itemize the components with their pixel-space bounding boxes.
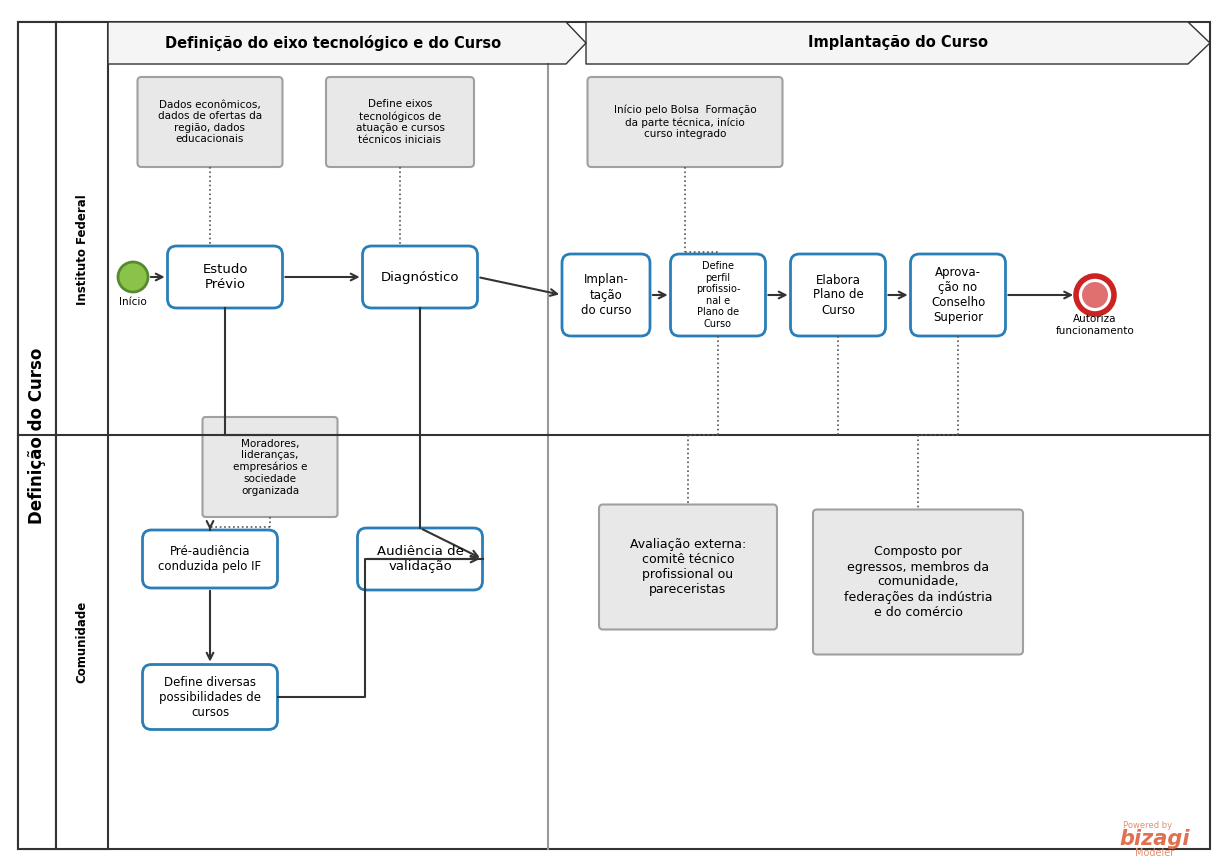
Polygon shape: [566, 22, 586, 64]
Text: Implan-
tação
do curso: Implan- tação do curso: [581, 273, 631, 316]
FancyBboxPatch shape: [588, 77, 783, 167]
Text: Dados econômicos,
dados de ofertas da
região, dados
educacionais: Dados econômicos, dados de ofertas da re…: [158, 100, 262, 145]
Text: Início pelo Bolsa  Formação
da parte técnica, início
curso integrado: Início pelo Bolsa Formação da parte técn…: [614, 105, 756, 139]
Text: Pré-audiência
conduzida pelo IF: Pré-audiência conduzida pelo IF: [158, 545, 262, 573]
Text: Implantação do Curso: Implantação do Curso: [808, 36, 989, 50]
FancyBboxPatch shape: [670, 254, 766, 336]
Text: Avaliação externa:
comitê técnico
profissional ou
pareceristas: Avaliação externa: comitê técnico profis…: [630, 538, 746, 596]
FancyBboxPatch shape: [137, 77, 283, 167]
Text: Início: Início: [119, 297, 147, 307]
Polygon shape: [1188, 22, 1210, 64]
Text: Moradores,
lideranças,
empresários e
sociedade
organizada: Moradores, lideranças, empresários e soc…: [233, 439, 307, 496]
Circle shape: [118, 262, 148, 292]
FancyBboxPatch shape: [599, 505, 777, 629]
Text: Modeler: Modeler: [1136, 848, 1175, 858]
Text: Define
perfil
profissio-
nal e
Plano de
Curso: Define perfil profissio- nal e Plano de …: [696, 261, 740, 329]
Text: bizagi: bizagi: [1120, 829, 1191, 849]
FancyBboxPatch shape: [358, 528, 483, 590]
FancyBboxPatch shape: [142, 530, 278, 588]
Text: Diagnóstico: Diagnóstico: [381, 271, 459, 284]
FancyBboxPatch shape: [790, 254, 886, 336]
Circle shape: [1076, 276, 1114, 314]
Text: Instituto Federal: Instituto Federal: [76, 194, 88, 305]
FancyBboxPatch shape: [562, 254, 650, 336]
FancyBboxPatch shape: [142, 664, 278, 729]
Text: Aprova-
ção no
Conselho
Superior: Aprova- ção no Conselho Superior: [931, 266, 985, 324]
Text: Estudo
Prévio: Estudo Prévio: [202, 263, 247, 291]
Text: Composto por
egressos, membros da
comunidade,
federações da indústria
e do comér: Composto por egressos, membros da comuni…: [844, 545, 992, 618]
FancyBboxPatch shape: [326, 77, 474, 167]
Text: Definição do Curso: Definição do Curso: [28, 348, 47, 524]
FancyBboxPatch shape: [910, 254, 1006, 336]
Bar: [18, 22, 56, 849]
Bar: [56, 22, 108, 849]
Text: Comunidade: Comunidade: [76, 601, 88, 683]
Text: Definição do eixo tecnológico e do Curso: Definição do eixo tecnológico e do Curso: [165, 35, 501, 51]
FancyBboxPatch shape: [363, 246, 478, 308]
Circle shape: [1082, 282, 1107, 308]
Text: Define diversas
possibilidades de
cursos: Define diversas possibilidades de cursos: [159, 675, 261, 719]
Text: Audiência de
validação: Audiência de validação: [376, 545, 463, 573]
Bar: [108, 22, 566, 64]
FancyBboxPatch shape: [202, 417, 338, 517]
Text: Elabora
Plano de
Curso: Elabora Plano de Curso: [812, 273, 864, 316]
Bar: [586, 22, 1188, 64]
Text: Autoriza
funcionamento: Autoriza funcionamento: [1056, 314, 1134, 336]
FancyBboxPatch shape: [813, 510, 1023, 655]
Text: Powered by: Powered by: [1123, 820, 1172, 830]
FancyBboxPatch shape: [168, 246, 283, 308]
Text: Define eixos
tecnológicos de
atuação e cursos
técnicos iniciais: Define eixos tecnológicos de atuação e c…: [355, 100, 445, 145]
